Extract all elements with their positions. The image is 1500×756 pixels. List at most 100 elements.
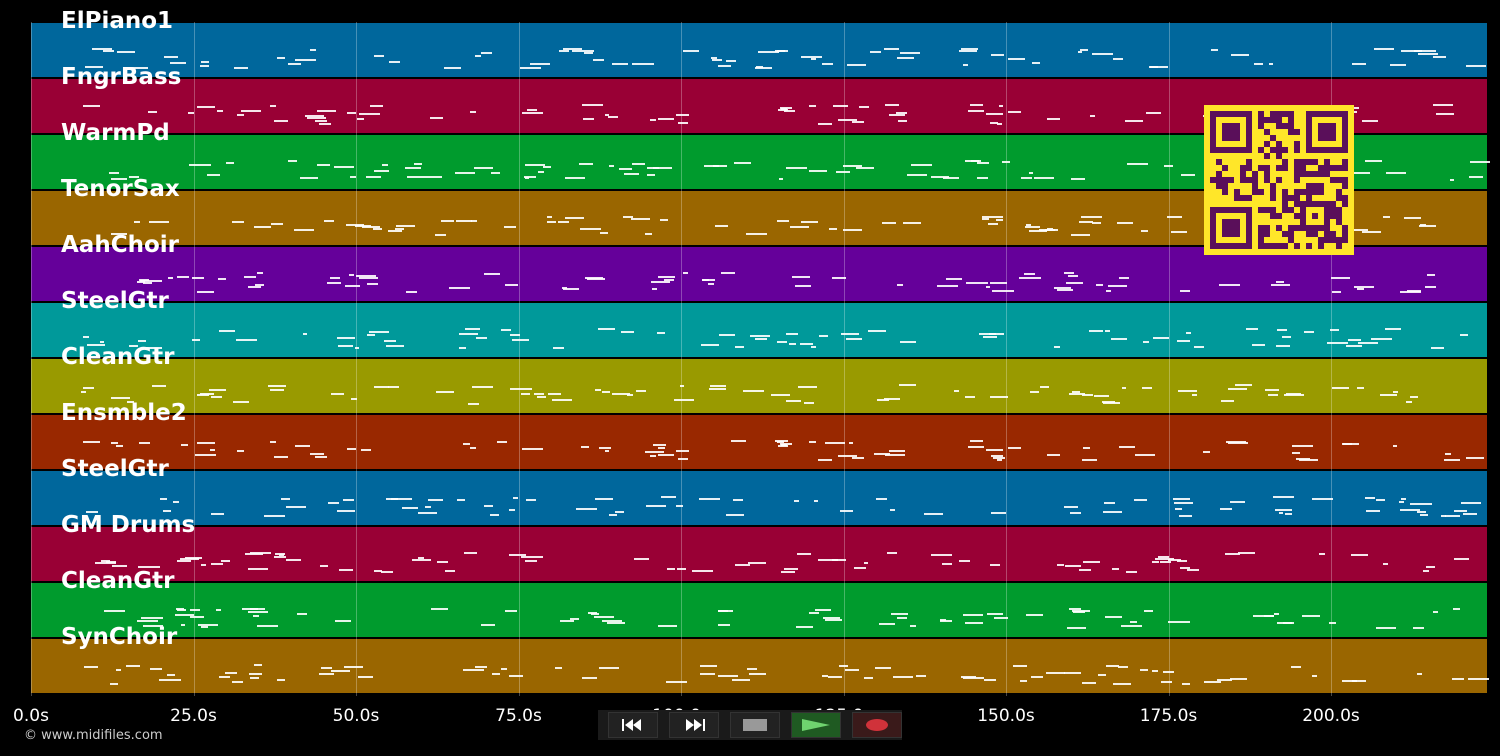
midi-note (576, 508, 598, 510)
midi-note (82, 441, 100, 443)
midi-note (1028, 230, 1048, 232)
midi-note (342, 499, 355, 501)
midi-note (1126, 571, 1138, 573)
midi-note (609, 514, 617, 516)
midi-note (821, 63, 833, 65)
midi-note (381, 164, 389, 166)
midi-note (732, 679, 751, 681)
midi-note (878, 623, 896, 625)
midi-note (425, 506, 432, 508)
midi-note (521, 448, 543, 450)
track-name: SteelGtr (61, 288, 169, 314)
midi-note (166, 674, 176, 676)
rewind-icon (622, 719, 641, 731)
track-8[interactable]: Ensmble2 (31, 401, 1487, 469)
midi-note (149, 668, 162, 670)
midi-note (1045, 672, 1065, 674)
track-7[interactable]: CleanGtr (31, 345, 1487, 413)
midi-note (369, 331, 389, 333)
midi-note (825, 619, 842, 621)
midi-note (896, 112, 907, 114)
midi-note (1443, 459, 1460, 461)
midi-note (1120, 625, 1142, 627)
midi-note (316, 164, 331, 166)
midi-note (1470, 161, 1490, 163)
track-10[interactable]: GM Drums (31, 513, 1487, 581)
fast-forward-button[interactable] (669, 712, 719, 738)
midi-note (1426, 274, 1436, 276)
midi-note (959, 560, 971, 562)
track-9[interactable]: SteelGtr (31, 457, 1487, 525)
track-12[interactable]: SynChoir (31, 625, 1490, 693)
midi-note (799, 343, 813, 345)
midi-note (829, 228, 837, 230)
midi-note (1192, 394, 1198, 396)
midi-note (1063, 506, 1079, 508)
midi-note (1351, 172, 1371, 174)
midi-note (236, 339, 258, 341)
midi-note (512, 339, 530, 341)
midi-note (900, 52, 920, 54)
track-5[interactable]: AahChoir (31, 233, 1487, 301)
midi-note (838, 665, 849, 667)
midi-note (965, 396, 976, 398)
midi-note (412, 559, 431, 561)
midi-note (1149, 66, 1169, 68)
midi-note (510, 334, 520, 336)
midi-note (333, 166, 355, 168)
midi-note (83, 336, 90, 338)
midi-note (1351, 680, 1366, 682)
midi-note (391, 498, 412, 500)
midi-note (711, 59, 722, 61)
midi-note (1230, 678, 1248, 680)
midi-note (797, 386, 818, 388)
midi-note (264, 515, 285, 517)
midi-note (1318, 553, 1325, 555)
midi-note (406, 291, 418, 293)
midi-note (1107, 285, 1127, 287)
midi-note (997, 459, 1002, 461)
midi-note (970, 440, 983, 442)
midi-note (1211, 49, 1219, 51)
track-6[interactable]: SteelGtr (31, 289, 1487, 357)
midi-note (134, 221, 141, 223)
midi-note (594, 498, 613, 500)
play-button[interactable] (791, 712, 841, 738)
midi-note (224, 672, 238, 674)
midi-note (206, 174, 220, 176)
stop-button[interactable] (730, 712, 780, 738)
midi-note (110, 178, 128, 180)
midi-note (1081, 216, 1103, 218)
rewind-button[interactable] (608, 712, 658, 738)
midi-note (278, 554, 285, 556)
track-11[interactable]: CleanGtr (31, 569, 1487, 637)
midi-note (1431, 347, 1445, 349)
midi-note (459, 347, 467, 349)
record-button[interactable] (852, 712, 902, 738)
midi-note (818, 123, 832, 125)
midi-note (1366, 510, 1380, 512)
midi-note (987, 613, 1003, 615)
midi-note (999, 105, 1004, 107)
track-1[interactable]: ElPiano1 (31, 9, 1487, 77)
midi-note (1152, 337, 1169, 339)
midi-note (720, 272, 735, 274)
midi-note (1231, 54, 1249, 56)
midi-note (319, 565, 329, 567)
midi-note (218, 278, 226, 280)
midi-note (1461, 502, 1481, 504)
midi-note (1459, 334, 1468, 336)
midi-note (1032, 62, 1041, 64)
midi-note (1057, 564, 1064, 566)
midi-note (1351, 63, 1367, 65)
midi-note (823, 617, 840, 619)
midi-note (1070, 178, 1086, 180)
midi-note (1346, 345, 1363, 347)
midi-note (1330, 277, 1350, 279)
midi-note (196, 106, 216, 108)
midi-note (897, 617, 908, 619)
midi-note (1154, 558, 1174, 560)
midi-note (676, 505, 684, 507)
midi-note (1254, 63, 1263, 65)
